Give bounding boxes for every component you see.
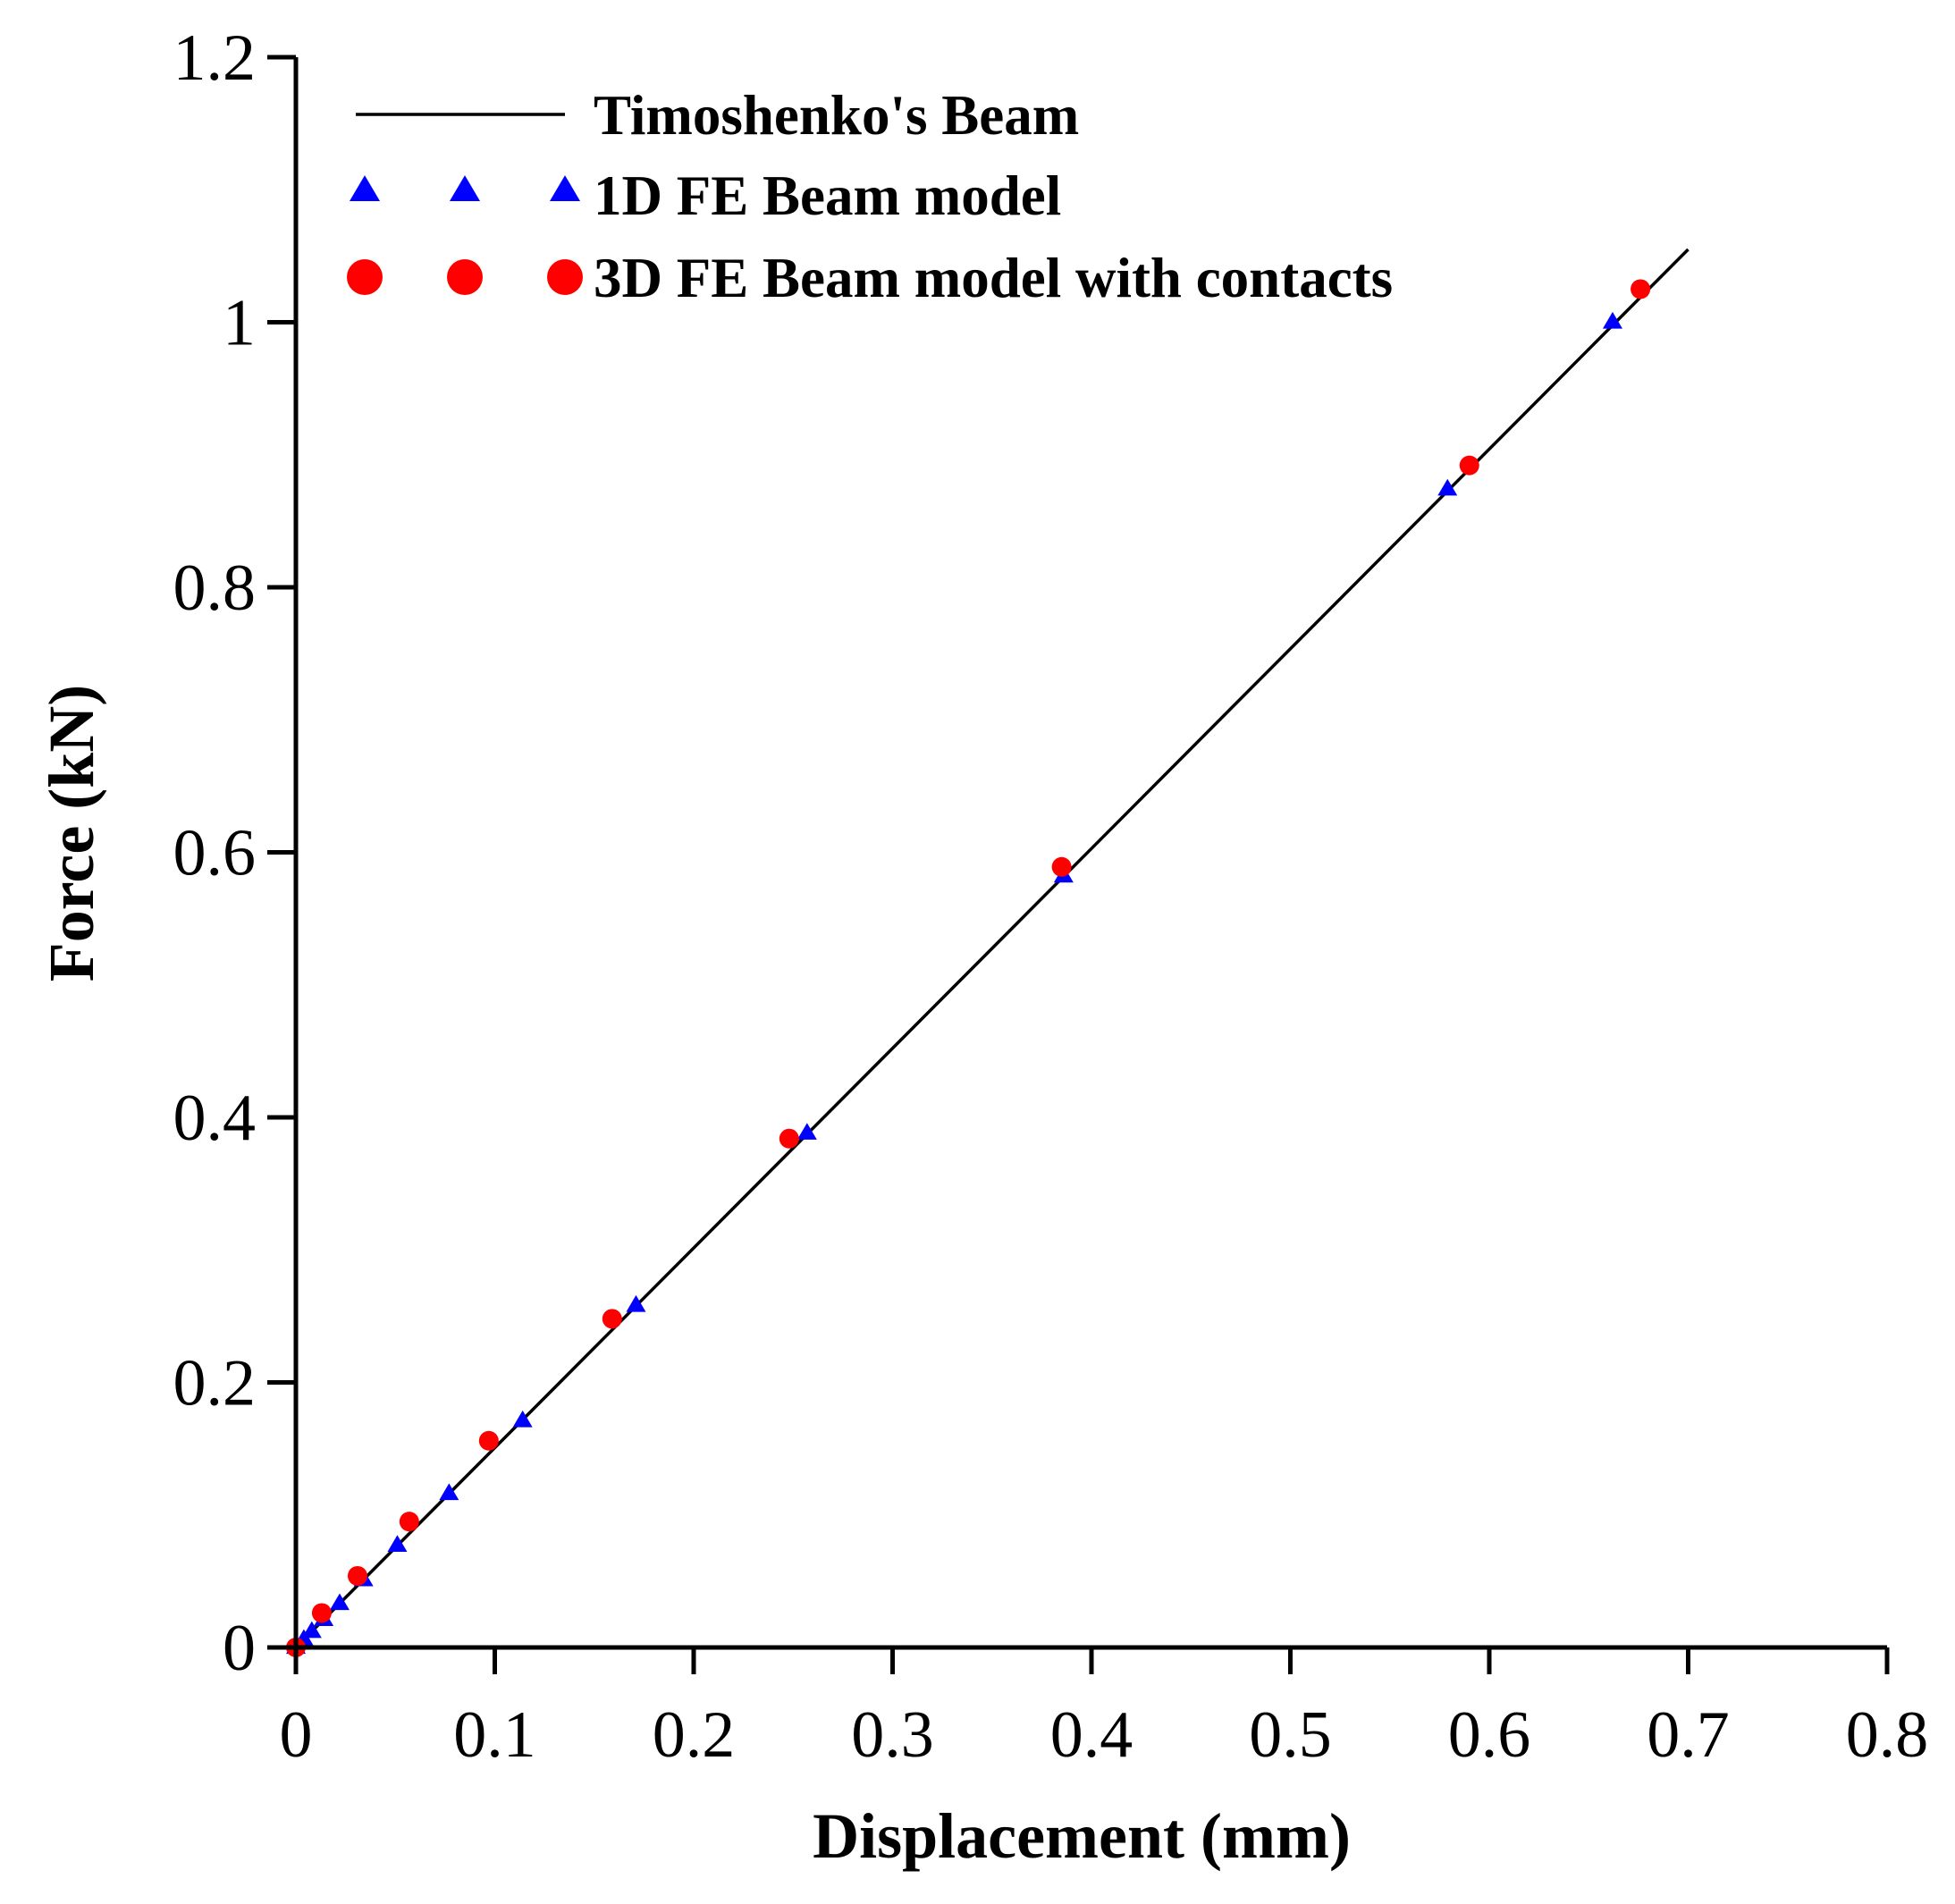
x-axis-title: Displacement (mm) xyxy=(813,1800,1351,1872)
legend-label: 1D FE Beam model xyxy=(594,164,1061,227)
data-point-1d-fe xyxy=(1437,478,1458,496)
legend-item: 3D FE Beam model with contacts xyxy=(347,247,1393,309)
data-point-1d-fe xyxy=(301,1621,322,1639)
x-tick-label: 0.1 xyxy=(453,1698,536,1772)
series-line xyxy=(294,248,1690,1649)
x-tick-label: 0.2 xyxy=(653,1698,736,1772)
x-tick-label: 0 xyxy=(280,1698,313,1772)
y-tick-label: 0 xyxy=(223,1612,256,1685)
data-point-1d-fe xyxy=(439,1483,459,1501)
legend-label: 3D FE Beam model with contacts xyxy=(594,247,1393,309)
data-point-3d-fe xyxy=(1051,856,1072,877)
legend: Timoshenko's Beam 1D FE Beam model 3D FE B… xyxy=(347,84,1393,309)
data-point-3d-fe xyxy=(602,1309,622,1329)
data-point-3d-fe xyxy=(1631,279,1651,299)
y-tick-label: 0.6 xyxy=(173,817,257,890)
x-tick-label: 0.7 xyxy=(1647,1698,1730,1772)
y-tick-label: 0.8 xyxy=(173,552,257,625)
y-tick-label: 0.2 xyxy=(173,1347,257,1420)
legend-triangle-swatch xyxy=(450,175,480,201)
legend-label: Timoshenko's Beam xyxy=(594,84,1079,147)
data-point-1d-fe xyxy=(512,1410,533,1428)
series-triangle xyxy=(286,311,1622,1655)
x-tick-label: 0.4 xyxy=(1050,1698,1133,1772)
legend-triangle-swatch xyxy=(550,175,580,201)
data-point-3d-fe xyxy=(1459,455,1479,476)
legend-triangle-swatch xyxy=(350,175,380,201)
y-tick-label: 1.2 xyxy=(173,21,257,95)
timoshenko-line xyxy=(294,248,1690,1649)
data-point-1d-fe xyxy=(1602,311,1622,329)
legend-circle-swatch xyxy=(447,259,483,295)
data-point-3d-fe xyxy=(311,1603,332,1623)
legend-circle-swatch xyxy=(347,259,383,295)
data-point-1d-fe xyxy=(626,1294,646,1312)
x-tick-label: 0.8 xyxy=(1846,1698,1929,1772)
y-tick-label: 1 xyxy=(223,287,256,360)
x-tick-label: 0.6 xyxy=(1448,1698,1531,1772)
legend-item: 1D FE Beam model xyxy=(350,164,1061,227)
data-point-1d-fe xyxy=(796,1123,817,1140)
series-layer xyxy=(286,248,1690,1657)
data-point-3d-fe xyxy=(347,1565,367,1586)
legend-item: Timoshenko's Beam xyxy=(356,84,1079,147)
data-point-1d-fe xyxy=(329,1593,350,1611)
y-tick-label: 0.4 xyxy=(173,1082,257,1155)
legend-circle-swatch xyxy=(547,259,583,295)
series-circle xyxy=(286,279,1651,1657)
x-tick-label: 0.3 xyxy=(851,1698,934,1772)
x-tick-label: 0.5 xyxy=(1249,1698,1332,1772)
data-point-3d-fe xyxy=(478,1430,499,1451)
y-axis-title: Force (kN) xyxy=(36,685,107,982)
axes: 0 0.1 0.2 0.3 0.4 0.5 0.6 0.7 0.8 0 0.2 0.4 0.6 0.8 1 1… xyxy=(173,21,1929,1772)
data-point-3d-fe xyxy=(779,1128,799,1149)
data-point-3d-fe xyxy=(399,1512,419,1532)
data-point-1d-fe xyxy=(387,1535,408,1552)
